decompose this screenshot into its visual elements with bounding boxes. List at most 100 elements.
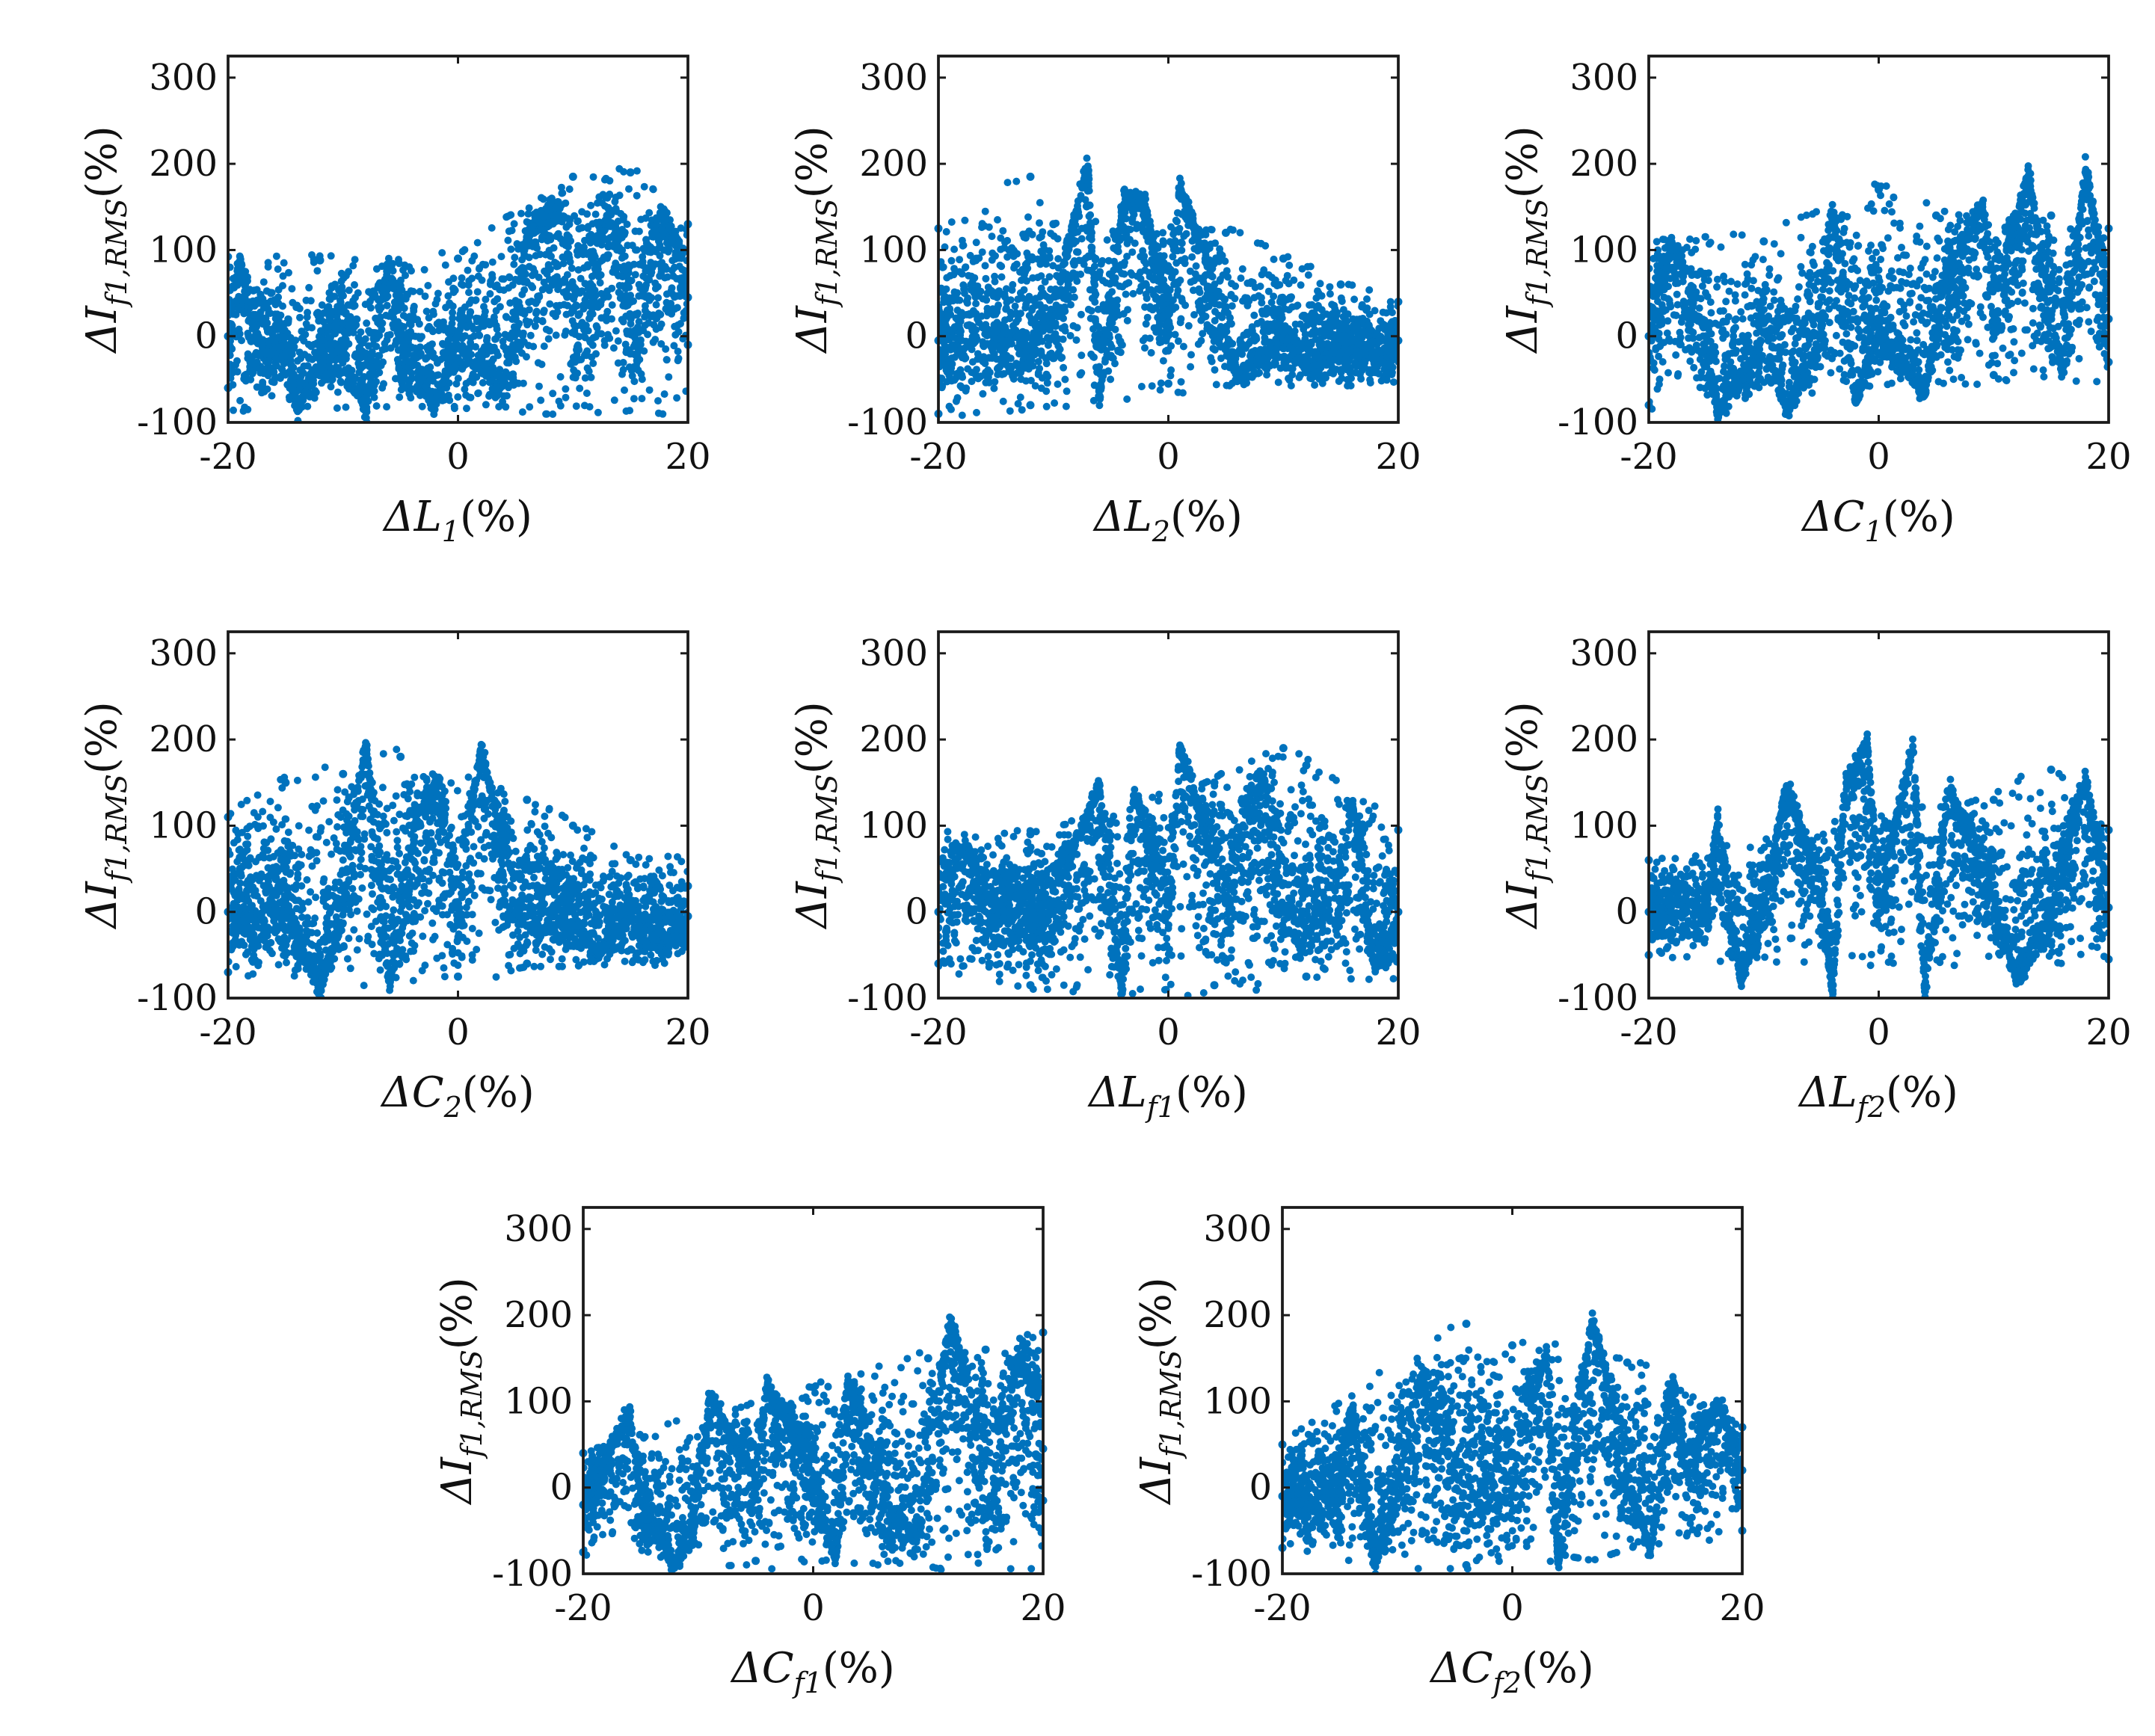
scatter-point	[469, 362, 477, 370]
scatter-point	[1210, 284, 1217, 292]
scatter-point	[1330, 330, 1338, 339]
scatter-point	[1034, 338, 1042, 346]
scatter-point	[379, 358, 387, 366]
scatter-point	[1275, 305, 1283, 313]
scatter-point	[1358, 303, 1366, 311]
scatter-point	[1078, 351, 1086, 360]
scatter-point	[482, 401, 490, 409]
scatter-point	[622, 265, 630, 274]
scatter-point	[947, 327, 955, 334]
scatter-point	[272, 334, 280, 342]
scatter-point	[640, 182, 648, 191]
scatter-point	[1283, 295, 1291, 304]
scatter-point	[560, 301, 568, 309]
scatter-point	[1279, 345, 1288, 353]
scatter-point	[578, 287, 586, 295]
scatter-point	[464, 348, 472, 357]
scatter-point	[964, 365, 972, 373]
scatter-point	[345, 268, 353, 276]
scatter-point	[373, 357, 381, 366]
scatter-point	[1169, 304, 1178, 311]
scatter-point	[333, 404, 341, 412]
scatter-point	[391, 279, 399, 287]
scatter-point	[1030, 297, 1038, 305]
scatter-point	[364, 397, 372, 405]
scatter-point	[961, 354, 969, 363]
scatter-point	[348, 325, 356, 333]
scatter-point	[663, 238, 671, 247]
scatter-point	[367, 356, 375, 363]
scatter-point	[428, 327, 437, 336]
scatter-point	[376, 313, 384, 321]
scatter-point	[248, 354, 256, 362]
scatter-point	[393, 291, 401, 299]
scatter-point	[441, 261, 449, 269]
scatter-point	[1306, 301, 1314, 309]
scatter-point	[610, 230, 618, 238]
scatter-point	[426, 375, 434, 383]
scatter-point	[569, 282, 577, 290]
scatter-point	[510, 260, 518, 268]
scatter-point	[943, 274, 951, 282]
scatter-point	[381, 339, 389, 348]
scatter-point	[304, 324, 312, 332]
scatter-point	[361, 301, 369, 309]
scatter-point	[1167, 366, 1175, 374]
scatter-point	[505, 331, 514, 339]
scatter-point	[461, 385, 469, 393]
scatter-point	[990, 321, 998, 329]
scatter-point	[656, 241, 664, 249]
scatter-point	[980, 222, 989, 230]
data-point	[235, 259, 244, 268]
scatter-point	[502, 346, 510, 354]
scatter-point	[587, 289, 594, 298]
scatter-point	[395, 363, 403, 372]
scatter-point	[942, 228, 950, 236]
scatter-point	[604, 203, 612, 212]
scatter-point	[1371, 307, 1379, 315]
scatter-point	[1326, 369, 1335, 377]
scatter-point	[559, 278, 568, 286]
y-tick-label: 100	[149, 229, 218, 271]
scatter-point	[1087, 350, 1095, 358]
scatter-point	[1276, 281, 1284, 289]
scatter-point	[1013, 369, 1021, 378]
scatter-point	[408, 267, 415, 275]
scatter-point	[339, 319, 346, 327]
scatter-point	[951, 353, 959, 361]
scatter-point	[1163, 346, 1171, 354]
scatter-point	[660, 390, 668, 398]
scatter-point	[295, 386, 303, 394]
scatter-point	[571, 212, 579, 220]
scatter-point	[475, 265, 483, 273]
scatter-point	[479, 379, 487, 387]
scatter-point	[1248, 323, 1256, 331]
scatter-point	[561, 331, 569, 339]
scatter-point	[372, 402, 381, 410]
scatter-point	[959, 241, 968, 250]
scatter-point	[1149, 276, 1158, 284]
scatter-point	[406, 313, 414, 321]
scatter-point	[947, 256, 956, 265]
scatter-point	[322, 323, 331, 331]
scatter-point	[1030, 329, 1038, 337]
scatter-point	[1012, 309, 1020, 317]
scatter-point	[458, 365, 467, 373]
data-point	[316, 342, 325, 351]
scatter-point	[1072, 237, 1080, 245]
scatter-point	[451, 362, 459, 370]
scatter-point	[574, 311, 582, 319]
data-point	[454, 327, 462, 336]
scatter-point	[953, 307, 962, 314]
scatter-point	[1202, 227, 1210, 235]
scatter-point	[1347, 375, 1355, 382]
scatter-point	[941, 243, 949, 251]
scatter-point	[1003, 330, 1011, 338]
scatter-point	[259, 378, 267, 387]
scatter-point	[603, 316, 611, 324]
scatter-point	[284, 318, 292, 327]
scatter-point	[1304, 271, 1312, 279]
scatter-point	[485, 392, 493, 400]
scatter-point	[274, 265, 282, 273]
scatter-point	[366, 304, 375, 312]
